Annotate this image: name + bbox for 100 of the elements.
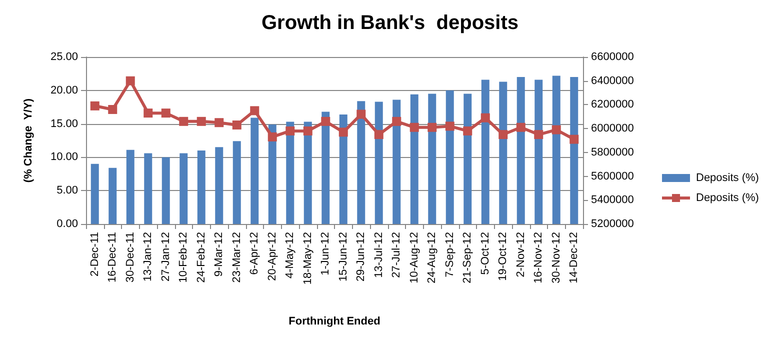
y2-tick-label: 6000000: [591, 122, 634, 135]
x-tick-label: 21-Sep-12: [462, 232, 474, 284]
point: [392, 116, 402, 126]
point: [480, 113, 490, 122]
x-tick-label: 24-Aug-12: [426, 232, 438, 284]
point: [516, 122, 526, 132]
x-tick-label: 30-Nov-12: [550, 232, 562, 284]
bar: [499, 82, 508, 224]
x-tick-label: 2-Nov-12: [514, 232, 527, 278]
point: [126, 76, 135, 86]
bar: [144, 153, 152, 224]
point: [498, 130, 508, 140]
x-tick-label: 13-Jul-12: [372, 232, 385, 278]
point: [534, 130, 544, 140]
point: [144, 108, 153, 118]
point: [232, 120, 242, 130]
x-tick-label: 2-Dec-11: [88, 232, 101, 276]
x-tick-label: 19-Oct-12: [497, 232, 510, 281]
bar: [286, 122, 294, 224]
y-tick-label: 20.00: [50, 84, 78, 96]
point: [250, 106, 260, 116]
point: [428, 122, 437, 132]
x-tick-label: 1-Jun-12: [320, 232, 332, 276]
x-tick-label: 7-Sep-12: [444, 232, 456, 278]
bar: [197, 150, 206, 224]
bar: [446, 90, 454, 224]
point: [374, 130, 384, 140]
x-tick-label: 24-Feb-12: [195, 232, 208, 283]
legend-label: Deposits (%): [696, 192, 759, 204]
bar: [464, 94, 472, 224]
bar: [410, 94, 418, 224]
x-tick-label: 10-Feb-12: [178, 232, 190, 283]
point: [552, 125, 561, 134]
bar: [339, 114, 348, 224]
x-tick-label: 9-Mar-12: [213, 232, 226, 277]
bar: [250, 118, 259, 224]
bar: [570, 77, 578, 224]
x-tick-label: 4-May-12: [284, 232, 296, 278]
point: [463, 126, 472, 136]
x-tick-label: 16-Nov-12: [532, 232, 545, 284]
y2-tick-label: 5600000: [591, 170, 634, 182]
bar: [232, 141, 241, 224]
x-tick-label: 5-Oct-12: [479, 232, 492, 275]
y2-tick-label: 6200000: [591, 98, 634, 111]
point: [108, 104, 118, 114]
x-tick-label: 23-Mar-12: [230, 232, 243, 283]
point: [90, 101, 100, 110]
bar: [357, 101, 366, 224]
point: [356, 110, 366, 119]
bar: [126, 150, 134, 224]
point: [214, 118, 224, 128]
y-axis-title: (% Change Y/Y): [22, 98, 34, 183]
point: [161, 108, 170, 118]
bar: [552, 76, 560, 224]
x-tick-label: 10-Aug-12: [408, 232, 420, 284]
bar: [162, 157, 170, 224]
point: [303, 126, 312, 136]
point: [196, 116, 206, 126]
y-tick-label: 5.00: [56, 184, 78, 197]
x-tick-label: 14-Dec-12: [568, 232, 580, 284]
y2-tick-label: 6600000: [591, 51, 634, 63]
x-tick-label: 20-Apr-12: [266, 232, 278, 281]
y-tick-label: 25.00: [50, 51, 78, 63]
bar: [392, 100, 401, 224]
x-tick-label: 13-Jan-12: [142, 232, 154, 282]
legend-label: Deposits (%): [696, 172, 759, 184]
x-tick-label: 6-Apr-12: [248, 232, 261, 275]
point: [321, 116, 330, 126]
bar: [322, 112, 330, 224]
x-tick-label: 27-Jul-12: [390, 232, 403, 278]
bar: [534, 80, 543, 224]
point: [179, 116, 188, 126]
x-tick-label: 29-Jun-12: [355, 232, 368, 282]
point: [570, 134, 579, 144]
x-tick-label: 18-May-12: [302, 232, 314, 285]
bar: [180, 153, 188, 224]
point: [410, 122, 419, 132]
y2-tick-label: 6400000: [591, 74, 634, 87]
y2-tick-label: 5200000: [591, 218, 634, 230]
bar: [481, 80, 490, 224]
x-axis-title: Forthnight Ended: [288, 316, 380, 328]
point: [286, 126, 295, 136]
bar: [428, 94, 436, 224]
x-tick-label: 15-Jun-12: [337, 232, 350, 282]
bar: [516, 77, 525, 224]
point: [338, 128, 348, 137]
bar: [304, 122, 312, 224]
bar: [374, 102, 383, 224]
y-tick-label: 10.00: [50, 151, 78, 164]
x-tick-label: 16-Dec-11: [106, 232, 119, 283]
y-tick-label: 0.00: [56, 218, 78, 230]
y2-tick-label: 5800000: [591, 146, 634, 158]
bar: [215, 147, 224, 224]
x-tick-label: 27-Jan-12: [160, 232, 172, 282]
y2-tick-label: 5400000: [591, 194, 634, 206]
chart-title: Growth in Bank's deposits: [261, 12, 519, 34]
bar: [108, 168, 117, 224]
point: [445, 122, 454, 131]
bar: [90, 164, 99, 224]
point: [268, 132, 277, 142]
